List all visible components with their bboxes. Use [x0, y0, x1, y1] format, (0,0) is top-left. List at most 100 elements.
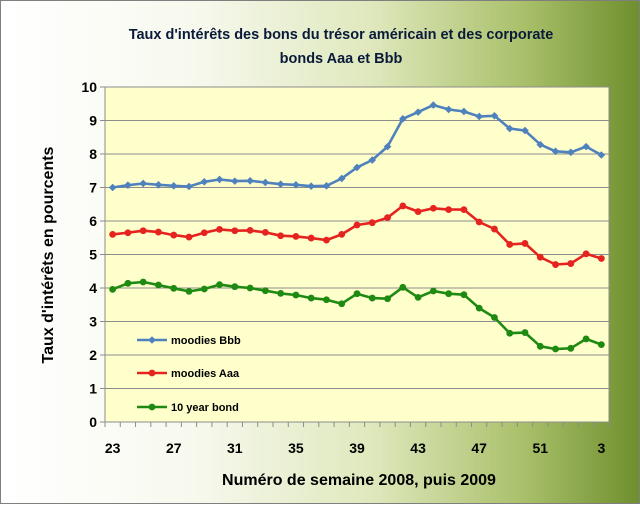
chart-title-line-2: bonds Aaa et Bbb: [280, 51, 403, 67]
legend-marker-moodies-bbb: [148, 336, 156, 344]
point-10-year-bond: [185, 287, 193, 295]
x-axis-ticks: 23 27 31 35 39 43 47 51 3: [104, 422, 610, 456]
legend-label-moodies-aaa: moodies Aaa: [171, 368, 240, 380]
point-moodies-aaa: [582, 250, 590, 258]
point-moodies-bbb: [383, 142, 392, 151]
y-axis-title: Taux d'intérêts en pourcents: [40, 146, 57, 363]
point-moodies-aaa: [536, 253, 544, 261]
point-moodies-aaa: [139, 227, 147, 235]
point-moodies-aaa: [414, 208, 422, 216]
point-10-year-bond: [323, 296, 330, 304]
point-moodies-bbb: [429, 101, 438, 109]
x-tick-label-27: 27: [166, 440, 182, 456]
point-moodies-bbb: [200, 178, 209, 186]
point-moodies-bbb: [154, 181, 163, 189]
y-tick-label-8: 8: [89, 146, 97, 162]
legend-marker-moodies-aaa: [148, 369, 156, 377]
point-moodies-aaa: [567, 260, 575, 267]
point-moodies-aaa: [185, 233, 193, 241]
point-10-year-bond: [246, 284, 254, 292]
point-10-year-bond: [109, 285, 117, 293]
point-moodies-bbb: [582, 142, 590, 151]
point-10-year-bond: [475, 304, 483, 312]
y-tick-label-9: 9: [89, 113, 97, 129]
point-10-year-bond: [216, 281, 223, 289]
point-moodies-aaa: [200, 229, 208, 237]
point-moodies-bbb: [139, 179, 147, 188]
point-moodies-aaa: [216, 225, 223, 233]
point-moodies-aaa: [597, 255, 605, 262]
point-moodies-aaa: [292, 233, 300, 240]
x-tick-label-39: 39: [349, 440, 365, 456]
point-moodies-aaa: [124, 229, 132, 237]
point-10-year-bond: [307, 294, 315, 302]
point-moodies-bbb: [505, 124, 514, 133]
point-10-year-bond: [445, 290, 453, 298]
point-moodies-aaa: [261, 228, 269, 236]
point-moodies-bbb: [337, 174, 346, 183]
point-moodies-aaa: [368, 219, 376, 227]
point-moodies-bbb: [567, 148, 575, 157]
point-10-year-bond: [384, 295, 391, 303]
point-moodies-aaa: [277, 232, 285, 240]
point-10-year-bond: [429, 287, 437, 295]
point-moodies-bbb: [169, 182, 178, 190]
point-moodies-bbb: [124, 181, 132, 189]
point-moodies-bbb: [460, 107, 468, 116]
point-moodies-aaa: [246, 226, 254, 234]
legend-label-10-year-bond: 10 year bond: [171, 402, 239, 414]
point-moodies-bbb: [399, 115, 407, 123]
point-10-year-bond: [292, 291, 300, 299]
point-10-year-bond: [460, 291, 468, 299]
chart-title-line-1: Taux d'intérêts des bons du trésor améri…: [129, 27, 554, 43]
point-moodies-aaa: [491, 225, 498, 233]
point-10-year-bond: [155, 281, 162, 289]
x-axis-title: Numéro de semaine 2008, puis 2009: [222, 472, 496, 489]
x-tick-label-51: 51: [532, 440, 548, 456]
point-moodies-aaa: [460, 206, 468, 214]
point-10-year-bond: [124, 279, 132, 287]
point-10-year-bond: [567, 344, 575, 352]
legend-marker-10-year-bond: [148, 403, 156, 411]
point-moodies-bbb: [414, 108, 422, 116]
point-moodies-bbb: [322, 182, 331, 190]
x-tick-label-43: 43: [410, 440, 426, 456]
point-10-year-bond: [368, 294, 376, 302]
legend-label-moodies-bbb: moodies Bbb: [171, 335, 241, 347]
series-group: [108, 101, 606, 353]
gridlines: [105, 120, 609, 389]
point-10-year-bond: [552, 345, 559, 353]
point-moodies-bbb: [276, 180, 285, 188]
y-tick-label-0: 0: [89, 414, 97, 430]
x-tick-label-47: 47: [471, 440, 487, 456]
point-moodies-aaa: [307, 234, 315, 242]
point-moodies-aaa: [231, 227, 239, 235]
point-moodies-bbb: [353, 163, 361, 172]
point-moodies-aaa: [399, 202, 407, 210]
point-moodies-bbb: [536, 140, 545, 149]
point-10-year-bond: [582, 335, 590, 343]
y-tick-label-7: 7: [89, 180, 97, 196]
point-moodies-bbb: [490, 112, 499, 120]
point-moodies-bbb: [231, 177, 239, 185]
point-moodies-bbb: [215, 175, 224, 184]
point-moodies-aaa: [170, 231, 178, 239]
point-moodies-bbb: [261, 178, 270, 187]
y-axis-ticks: 0 1 2 3 4 5 6 7 8 9 10: [81, 79, 105, 430]
point-moodies-aaa: [109, 231, 117, 238]
point-moodies-bbb: [444, 105, 453, 114]
point-10-year-bond: [491, 314, 498, 321]
point-moodies-aaa: [353, 221, 361, 229]
point-moodies-aaa: [506, 241, 514, 248]
point-moodies-aaa: [445, 206, 453, 214]
point-moodies-bbb: [597, 151, 606, 159]
legend: moodies Bbb moodies Aaa 10 year bond: [137, 335, 241, 414]
x-tick-label-23: 23: [105, 440, 121, 456]
point-moodies-bbb: [108, 183, 117, 192]
point-moodies-aaa: [338, 231, 346, 238]
y-tick-label-4: 4: [89, 280, 97, 296]
point-10-year-bond: [597, 341, 605, 349]
point-10-year-bond: [231, 283, 239, 291]
point-moodies-aaa: [429, 204, 437, 212]
